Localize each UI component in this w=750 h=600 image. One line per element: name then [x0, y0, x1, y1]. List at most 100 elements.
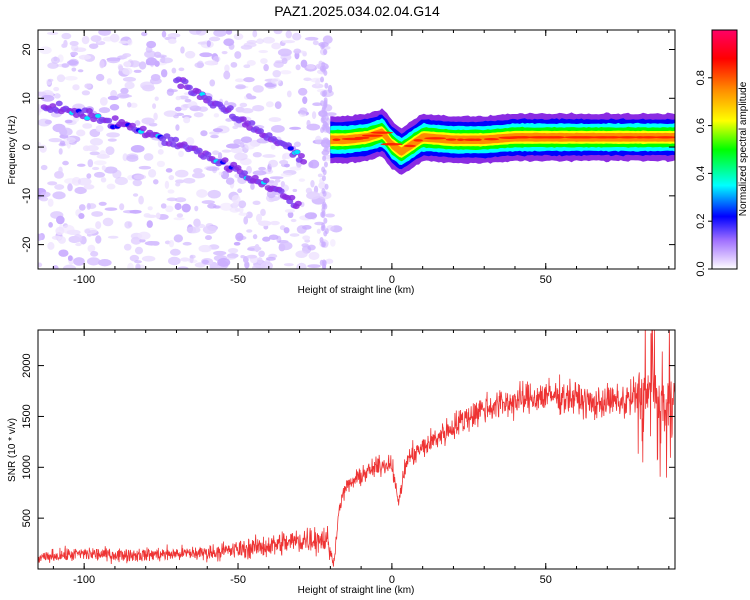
spectrogram-noise-blob — [127, 102, 132, 108]
spectrogram-noise-blob — [188, 30, 202, 35]
spectrogram-noise-blob — [274, 178, 281, 183]
spectrogram-noise-blob — [71, 44, 79, 52]
spectrogram-noise-blob — [209, 79, 216, 87]
spectrogram-noise-blob — [107, 138, 117, 142]
spectrogram-noise-blob — [165, 205, 174, 213]
snr-ticks: -100 -50 0 50 500 1000 1500 2000 — [21, 330, 675, 586]
spectrogram-noise-blob — [323, 161, 328, 168]
spectrogram-noise-blob — [107, 95, 119, 101]
spectrogram-band-core — [370, 131, 394, 134]
spectrogram-noise-blob — [64, 119, 73, 124]
spectrogram-noise-blob — [325, 258, 334, 264]
spectrogram-noise-blob — [260, 58, 268, 64]
spectrogram-noise-blob — [144, 241, 159, 246]
spectrogram-noise-blob — [258, 220, 272, 227]
spectrogram-noise-blob — [251, 264, 263, 269]
spectrogram-noise-blob — [173, 114, 179, 119]
spectrogram-noise-blob — [47, 181, 58, 186]
spectrogram-noise-blob — [144, 50, 157, 59]
spectrogram-noise-blob — [246, 211, 253, 219]
spectrogram-noise-blob — [289, 126, 302, 130]
spectrogram-track-blob — [248, 120, 256, 126]
spectrogram-noise-blob — [320, 241, 325, 248]
spectrogram-x-label: Height of straight line (km) — [298, 285, 415, 296]
spectrogram-noise-blob — [258, 166, 266, 171]
spectrogram-noise-blob — [98, 201, 107, 206]
spectrogram-noise-blob — [119, 203, 125, 211]
spectrogram-noise-blob — [40, 94, 55, 102]
spectrogram-noise-blob — [265, 256, 276, 261]
spectrogram-noise-blob — [268, 117, 282, 122]
spectrogram-noise-blob — [118, 40, 128, 44]
spectrogram-noise-blob — [292, 188, 298, 193]
spectrogram-track-blob — [204, 151, 212, 158]
spectrogram-noise-blob — [212, 150, 220, 156]
spectrogram-track-blob — [172, 136, 180, 143]
snr-frame — [37, 329, 676, 570]
y-tick-label: -10 — [21, 188, 33, 204]
spectrogram-noise-blob — [306, 123, 321, 131]
spectrogram-noise-blob — [40, 191, 51, 198]
spectrogram-noise-blob — [155, 212, 161, 219]
spectrogram-noise-blob — [193, 168, 203, 174]
spectrogram-noise-blob — [81, 90, 91, 96]
spectrogram-track-blob — [111, 115, 119, 121]
spectrogram-noise-blob — [134, 260, 142, 264]
spectrogram-noise-blob — [88, 43, 99, 49]
spectrogram-noise-blob — [289, 233, 300, 237]
spectrogram-noise-blob — [221, 50, 228, 55]
spectrogram-noise-blob — [156, 160, 166, 168]
spectrogram-noise-blob — [243, 216, 249, 225]
spectrogram-noise-blob — [167, 189, 175, 194]
spectrogram-noise-blob — [50, 56, 60, 64]
spectrogram-noise-blob — [208, 36, 221, 42]
spectrogram-band-core — [424, 137, 447, 140]
spectrogram-noise-blob — [174, 106, 182, 112]
spectrogram-noise-blob — [176, 213, 184, 218]
spectrogram-noise-blob — [252, 30, 258, 38]
spectrogram-noise-blob — [127, 39, 133, 46]
spectrogram-noise-blob — [99, 96, 108, 106]
spectrogram-noise-blob — [146, 220, 153, 228]
spectrogram-noise-blob — [217, 257, 231, 267]
spectrogram-noise-blob — [234, 78, 245, 83]
spectrogram-track-blob — [262, 177, 270, 184]
spectrogram-noise-blob — [168, 38, 177, 44]
spectrogram-noise-blob — [189, 254, 196, 259]
spectrogram-band-core — [403, 144, 416, 148]
spectrogram-noise-blob — [93, 160, 107, 166]
spectrogram-noise-blob — [270, 220, 280, 226]
spectrogram-noise-blob — [283, 227, 290, 234]
spectrogram-noise-blob — [199, 52, 213, 58]
spectrogram-noise-blob — [168, 239, 175, 248]
spectrogram-noise-blob — [47, 198, 54, 207]
x-tick-label: 0 — [389, 274, 395, 286]
spectrogram-noise-blob — [281, 39, 296, 44]
spectrogram-noise-blob — [206, 40, 211, 48]
spectrogram-noise-blob — [277, 48, 292, 57]
spectrogram-noise-blob — [304, 212, 318, 220]
spectrogram-noise-blob — [285, 30, 292, 39]
spectrogram-noise-blob — [324, 82, 329, 89]
snr-panel: -100 -50 0 50 500 1000 1500 2000 Height of stra… — [7, 329, 676, 596]
spectrogram-noise-blob — [138, 195, 144, 205]
spectrogram-noise-blob — [310, 180, 315, 188]
spectrogram-noise-blob — [95, 125, 104, 133]
y-tick-label: 0 — [21, 144, 33, 150]
spectrogram-noise-blob — [252, 151, 262, 158]
spectrogram-noise-blob — [324, 145, 329, 152]
spectrogram-band-core — [354, 136, 370, 140]
spectrogram-noise-blob — [305, 187, 313, 194]
colorbar-tick-label: 0.8 — [695, 70, 707, 85]
spectrogram-noise-blob — [39, 46, 52, 55]
spectrogram-noise-blob — [186, 226, 197, 234]
spectrogram-noise-blob — [260, 208, 266, 217]
spectrogram-noise-blob — [133, 69, 142, 73]
spectrogram-noise-blob — [215, 265, 222, 269]
spectrogram-noise-blob — [297, 87, 308, 96]
x-tick-label: 50 — [540, 274, 552, 286]
spectrogram-noise-blob — [150, 74, 161, 81]
spectrogram-noise-blob — [72, 84, 80, 91]
